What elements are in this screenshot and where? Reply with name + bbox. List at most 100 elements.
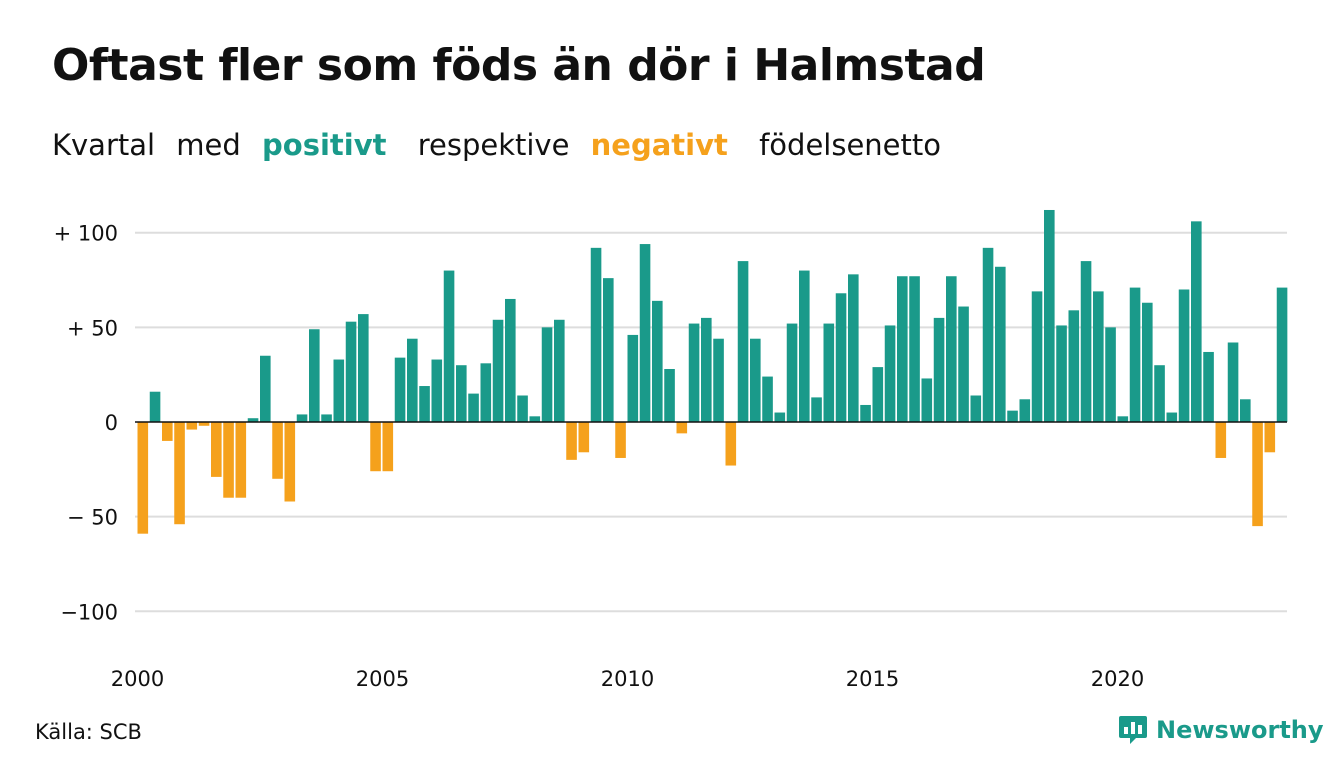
bar [1068,310,1080,422]
bar [321,414,332,422]
bar [603,278,614,422]
y-tick-label: + 50 [67,316,118,340]
bar [358,314,369,422]
bar [1240,399,1251,422]
bar [811,397,822,422]
bar [1142,302,1153,422]
bar [835,293,847,422]
bar [480,363,492,422]
bar [1264,422,1276,453]
bar [946,276,957,422]
bar [578,422,590,453]
bar [260,355,271,422]
bar [162,422,173,441]
bar [774,412,786,422]
bar [407,338,418,422]
bar [198,422,210,426]
bar [517,395,528,422]
subtitle-word-med: med [176,128,241,162]
y-tick-label: 0 [105,411,118,435]
axis-layer: + 100 + 50 0 − 50 −100 2000 2005 2010 2015 2020 [54,222,1287,691]
bar [137,422,149,534]
bar [884,325,896,422]
bar [529,416,541,422]
bar [1276,287,1288,422]
subtitle-word-kvartal: Kvartal [52,128,156,162]
bar [688,323,700,422]
bar [970,395,982,422]
bar [1154,365,1165,422]
bar [211,422,222,477]
y-tick-label: −100 [60,600,118,624]
brand-logo: Newsworthy [1118,714,1324,746]
bar [1252,422,1263,527]
bar [909,276,920,422]
bar [823,323,835,422]
chart-title: Oftast fler som föds än dör i Halmstad [52,40,986,91]
bar [186,422,198,430]
bar [174,422,185,525]
bar [468,393,479,422]
bar [1191,221,1202,422]
subtitle-negative-label: negativt [590,128,728,162]
x-tick-label: 2010 [601,667,654,691]
bar [235,422,247,498]
bar [1129,287,1141,422]
bar [1117,416,1129,422]
bar [223,422,234,498]
bar [664,368,675,422]
bar [247,418,259,422]
y-tick-label: − 50 [67,506,118,530]
x-tick-label: 2015 [846,667,899,691]
bar [921,378,933,422]
bar [272,422,283,479]
y-tick-label: + 100 [54,222,118,246]
bar [848,274,859,422]
subtitle-positive-label: positivt [262,128,387,162]
bar [750,338,761,422]
bar [554,319,565,422]
bar [590,247,602,422]
bar [872,367,884,422]
bar [982,247,994,422]
bar [1007,410,1018,422]
bar [786,323,798,422]
bar [296,414,308,422]
brand-name: Newsworthy [1156,716,1324,744]
bar [1178,289,1190,422]
x-tick-label: 2000 [111,667,164,691]
bar [958,306,969,422]
bar [456,365,467,422]
bar [419,386,430,422]
bar [1080,261,1092,422]
bar [566,422,577,460]
bar [149,391,161,422]
bar [1031,291,1043,422]
bar [897,276,908,422]
bar [1105,327,1116,422]
bar [995,266,1006,422]
bar [1227,342,1239,422]
subtitle-word-fodelsenetto: födelsenetto [759,128,941,162]
bar [713,338,724,422]
bar [1093,291,1104,422]
bar [615,422,626,458]
bar [1166,412,1178,422]
bar [1019,399,1031,422]
bar [431,359,443,422]
chart-subtitle: Kvartal med positivt respektive negativt… [52,128,953,162]
bar [333,359,345,422]
bar [799,270,810,422]
bar [382,422,394,472]
bar [701,317,712,422]
bar [860,404,871,422]
bar [345,321,357,422]
bar [762,376,773,422]
x-tick-label: 2020 [1091,667,1144,691]
bar-layer [137,209,1288,534]
bar [1056,325,1067,422]
bar [370,422,381,472]
bar [492,319,504,422]
source-note: Källa: SCB [35,720,142,744]
bar [627,334,639,422]
